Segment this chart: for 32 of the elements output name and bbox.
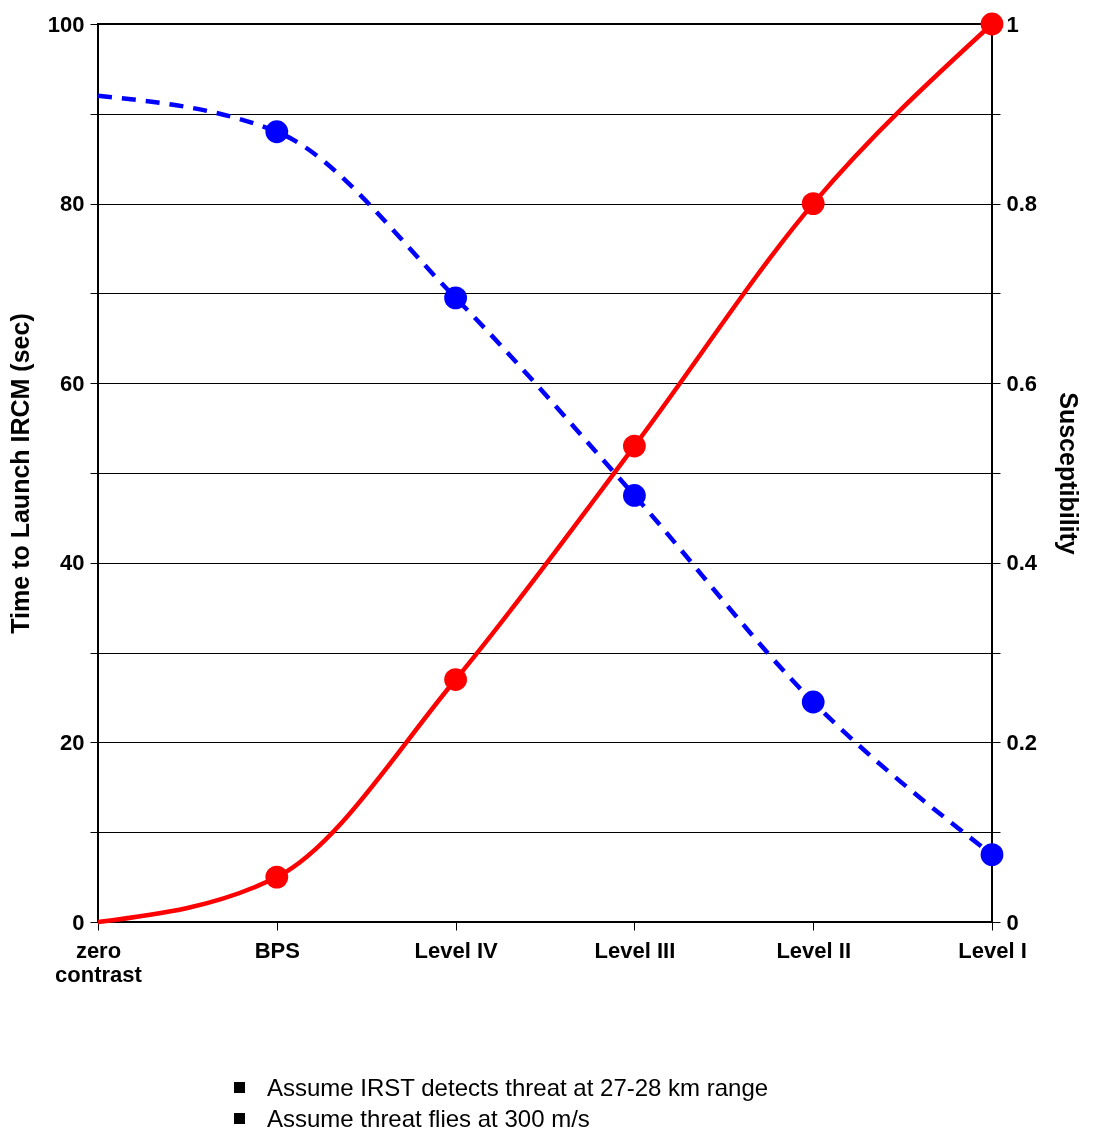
point xyxy=(623,434,646,458)
x-tick-label: zero contrast xyxy=(55,937,143,987)
point xyxy=(980,843,1004,867)
x-tick-label: Level II xyxy=(776,937,851,963)
text: Assume IRST detects threat at 27-28 km range xyxy=(267,1073,769,1103)
point xyxy=(444,286,467,310)
y2-tick-label: 0.8 xyxy=(1006,191,1038,217)
y-tick-label: 80 xyxy=(60,191,85,217)
y-tick-label: 40 xyxy=(60,550,85,576)
point xyxy=(801,690,825,714)
y-axis-title: Time to Launch IRCM (sec) xyxy=(5,313,34,634)
x-tick-label: Level IV xyxy=(414,937,498,963)
point xyxy=(980,12,1004,36)
point xyxy=(623,484,646,507)
y-tick-label: 100 xyxy=(47,11,85,37)
y-tick-label: 20 xyxy=(60,729,85,755)
y2-axis-title: Susceptibility xyxy=(1055,392,1084,555)
point xyxy=(444,668,467,691)
y2-tick-label: 0.4 xyxy=(1006,550,1038,576)
point xyxy=(801,192,825,215)
point xyxy=(265,865,289,889)
y2-tick-label: 0.2 xyxy=(1006,729,1038,755)
y-tick-label: 60 xyxy=(60,370,85,396)
y-tick-label: 0 xyxy=(72,909,85,935)
y2-tick-label: 0.6 xyxy=(1006,370,1038,396)
x-tick-label: Level I xyxy=(958,937,1027,963)
x-tick-label: Level III xyxy=(594,937,676,963)
y2-tick-label: 0 xyxy=(1006,909,1019,935)
point xyxy=(265,120,289,144)
text: Assume threat flies at 300 m/s xyxy=(267,1104,590,1134)
y2-tick-label: 1 xyxy=(1006,11,1019,37)
x-tick-label: BPS xyxy=(254,937,300,963)
